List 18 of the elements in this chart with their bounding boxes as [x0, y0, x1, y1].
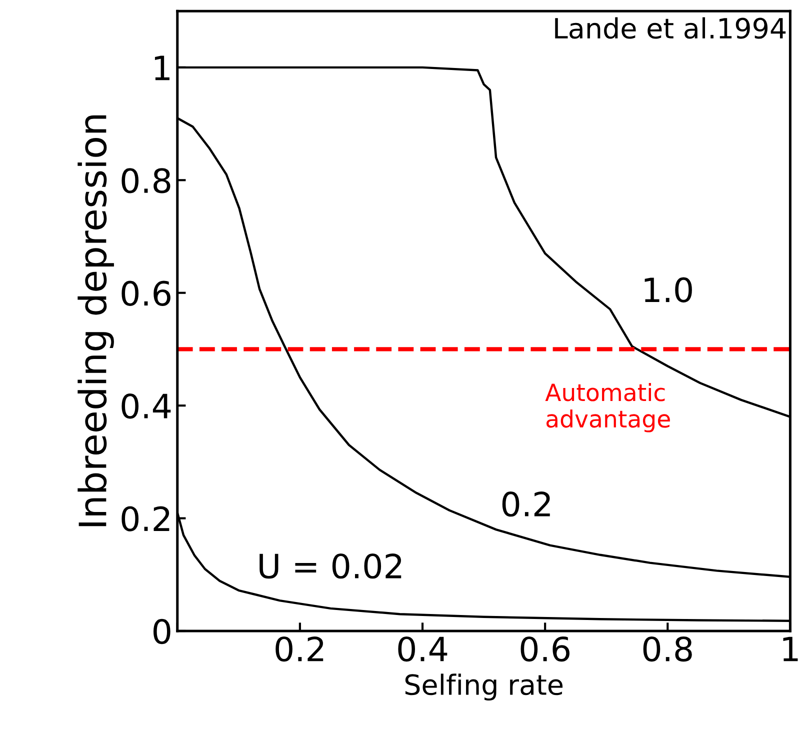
x-tick-label: 0.4 — [398, 636, 448, 662]
x-axis-title: Selfing rate — [405, 674, 563, 701]
x-tick-label: 0.8 — [643, 636, 692, 662]
x-tick-label: 0.2 — [276, 636, 324, 662]
series-label: U = 0.02 — [260, 553, 402, 579]
y-tick-label: 0.6 — [122, 280, 170, 306]
x-tick-label: 1 — [783, 636, 798, 662]
y-tick-label: 0.8 — [122, 168, 170, 194]
x-tick-label: 0.6 — [520, 636, 570, 662]
series-label: 0.2 — [502, 491, 550, 517]
annotation: Lande et al.1994 — [555, 17, 786, 39]
y-tick-label: 0.2 — [122, 506, 170, 532]
y-tick-label: 0.4 — [122, 393, 171, 419]
y-axis-title: Inbreeding depression — [78, 115, 114, 526]
y-tick-label: 0 — [154, 618, 170, 644]
series-label: 1.0 — [644, 277, 692, 303]
ref-line-label: Automatic advantage — [545, 383, 670, 432]
y-tick-label: 1 — [154, 56, 170, 80]
